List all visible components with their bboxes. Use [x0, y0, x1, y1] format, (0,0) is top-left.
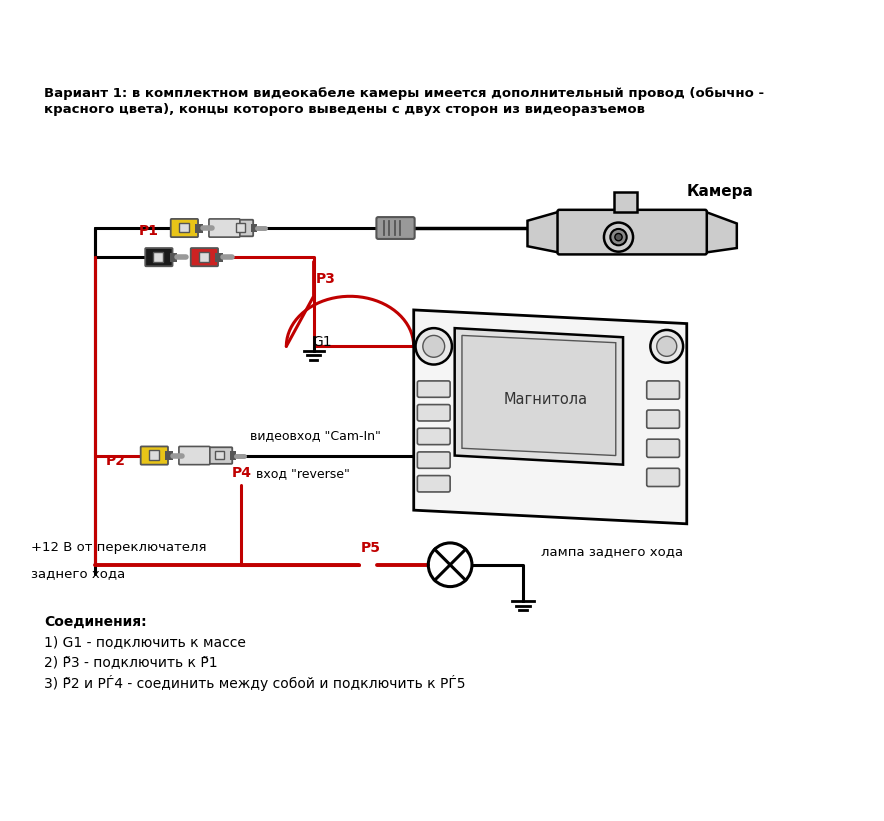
- Bar: [195, 223, 202, 232]
- FancyBboxPatch shape: [171, 219, 198, 237]
- FancyBboxPatch shape: [145, 248, 172, 266]
- Bar: [165, 451, 172, 460]
- Bar: [215, 451, 224, 460]
- FancyBboxPatch shape: [191, 248, 218, 266]
- Bar: [199, 252, 209, 262]
- FancyBboxPatch shape: [209, 219, 240, 237]
- Text: 3) Р̃2 и РЃ4 - соединить между собой и подключить к РЃ5: 3) Р̃2 и РЃ4 - соединить между собой и п…: [44, 675, 466, 691]
- FancyBboxPatch shape: [647, 381, 680, 399]
- Bar: [154, 252, 164, 262]
- Polygon shape: [528, 212, 560, 253]
- Text: Соединения:: Соединения:: [44, 615, 147, 629]
- Circle shape: [423, 336, 445, 357]
- Bar: [170, 253, 177, 262]
- Bar: [251, 224, 257, 232]
- Bar: [179, 222, 189, 232]
- Circle shape: [615, 233, 622, 241]
- Text: Вариант 1: в комплектном видеокабеле камеры имеется дополнительный провод (обычн: Вариант 1: в комплектном видеокабеле кам…: [44, 87, 765, 100]
- Bar: [614, 191, 636, 212]
- Bar: [149, 450, 159, 460]
- Text: +12 В от переключателя: +12 В от переключателя: [32, 541, 207, 554]
- Circle shape: [610, 229, 627, 245]
- FancyBboxPatch shape: [179, 447, 210, 465]
- Text: лампа заднего хода: лампа заднего хода: [541, 545, 683, 558]
- Bar: [216, 253, 223, 262]
- FancyBboxPatch shape: [647, 468, 680, 487]
- Text: P5: P5: [361, 541, 381, 555]
- Text: Камера: Камера: [687, 185, 754, 200]
- Text: Магнитола: Магнитола: [504, 392, 588, 406]
- FancyBboxPatch shape: [377, 217, 415, 239]
- Text: P4: P4: [232, 466, 252, 480]
- FancyBboxPatch shape: [417, 405, 450, 421]
- Text: видеовход "Cam-In": видеовход "Cam-In": [250, 429, 381, 443]
- Text: P1: P1: [139, 224, 159, 238]
- Text: P3: P3: [316, 272, 335, 286]
- Text: 1) G1 - подключить к массе: 1) G1 - подключить к массе: [44, 635, 246, 649]
- Circle shape: [657, 337, 677, 356]
- FancyBboxPatch shape: [558, 210, 707, 255]
- FancyBboxPatch shape: [141, 447, 168, 465]
- FancyBboxPatch shape: [647, 439, 680, 457]
- Circle shape: [651, 330, 683, 363]
- Text: P2: P2: [106, 454, 126, 468]
- FancyBboxPatch shape: [417, 452, 450, 468]
- FancyBboxPatch shape: [208, 447, 232, 464]
- FancyBboxPatch shape: [417, 381, 450, 397]
- Polygon shape: [454, 328, 623, 465]
- Bar: [230, 452, 236, 460]
- Polygon shape: [462, 336, 616, 456]
- FancyBboxPatch shape: [228, 220, 253, 236]
- FancyBboxPatch shape: [417, 429, 450, 445]
- Polygon shape: [705, 212, 737, 253]
- FancyBboxPatch shape: [417, 475, 450, 492]
- Text: G1: G1: [312, 335, 332, 350]
- Text: заднего хода: заднего хода: [32, 567, 126, 580]
- Circle shape: [604, 222, 633, 252]
- Text: 2) Р̃3 - подключить к Р̃1: 2) Р̃3 - подключить к Р̃1: [44, 655, 217, 669]
- Polygon shape: [414, 310, 687, 524]
- FancyBboxPatch shape: [647, 410, 680, 429]
- Bar: [236, 223, 245, 232]
- Circle shape: [415, 328, 452, 365]
- Text: красного цвета), концы которого выведены с двух сторон из видеоразъемов: красного цвета), концы которого выведены…: [44, 103, 645, 117]
- Text: вход "reverse": вход "reverse": [256, 467, 350, 480]
